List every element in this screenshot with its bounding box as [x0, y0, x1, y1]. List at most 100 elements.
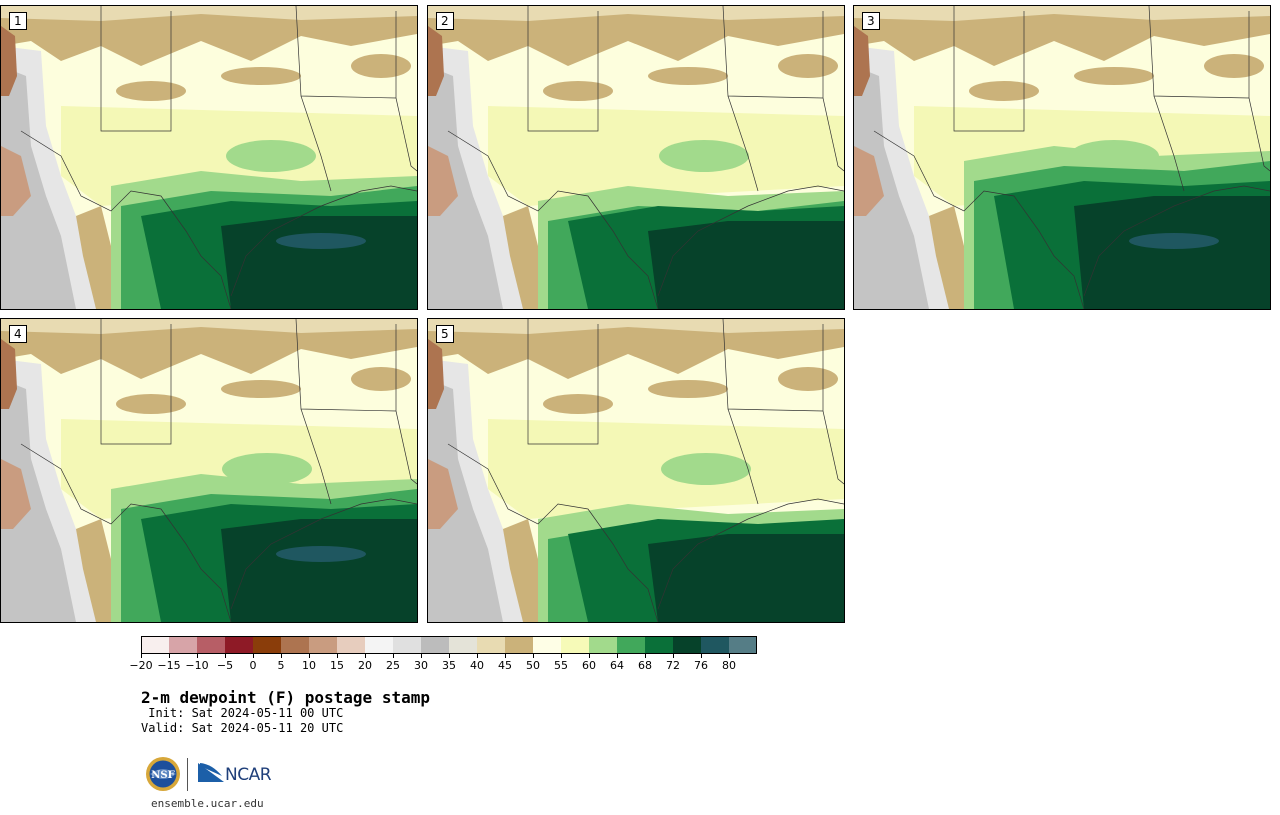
teal-patch — [1129, 233, 1219, 249]
tan-dry-region — [1, 319, 417, 379]
tan-light-region — [854, 6, 1270, 21]
colorbar-swatch — [393, 636, 421, 654]
dewpoint-map-2 — [428, 6, 844, 309]
green-band-4 — [1074, 196, 1270, 309]
tan-light-region — [1, 319, 417, 334]
teal-patch — [276, 546, 366, 562]
tan-dry-region — [428, 6, 844, 66]
colorbar-swatch — [477, 636, 505, 654]
green-band-4 — [648, 221, 844, 309]
colorbar-tick-label: 5 — [277, 659, 285, 672]
dewpoint-map-3 — [854, 6, 1270, 309]
colorbar-tick-label: 15 — [330, 659, 344, 672]
state-border — [395, 410, 417, 485]
state-border — [100, 6, 172, 132]
rose-dry-region — [1, 146, 31, 216]
tan-dry-region — [1, 6, 417, 66]
dewpoint-map-5 — [428, 319, 844, 622]
colorbar-tick-label: 55 — [554, 659, 568, 672]
rose-dry-region — [854, 146, 884, 216]
colorbar-swatch — [729, 636, 757, 654]
colorbar-tick-label: 64 — [610, 659, 624, 672]
tan-patch — [351, 367, 411, 391]
tan-patch — [778, 54, 838, 78]
state-border — [100, 319, 172, 445]
ensemble-url: ensemble.ucar.edu — [151, 797, 264, 810]
tan-patch — [1074, 67, 1154, 85]
state-border — [727, 95, 759, 192]
member-label: 3 — [862, 12, 880, 30]
state-border — [295, 319, 397, 412]
green-patch — [1069, 140, 1159, 172]
member-panel-4: 4 — [0, 318, 418, 623]
coastline — [230, 498, 417, 610]
rose-dry-region — [1, 459, 31, 529]
init-time: Init: Sat 2024-05-11 00 UTC — [141, 706, 344, 720]
gray-terrain-dark — [428, 66, 503, 309]
valid-time: Valid: Sat 2024-05-11 20 UTC — [141, 721, 344, 735]
brown-dry-region — [1, 26, 17, 96]
tan-dry-region — [854, 6, 1270, 66]
ncar-logo-text: NCAR — [225, 765, 272, 785]
colorbar-swatch — [449, 636, 477, 654]
colorbar-swatch — [365, 636, 393, 654]
gray-terrain-dark — [1, 379, 76, 622]
green-band-4 — [221, 519, 417, 622]
tan-patch — [969, 81, 1039, 101]
tan-light-region — [1, 6, 417, 21]
tan-patch — [221, 380, 301, 398]
ncar-logo-mark — [198, 763, 224, 782]
colorbar-swatch — [169, 636, 197, 654]
green-band-4 — [648, 534, 844, 622]
state-border — [300, 95, 332, 192]
state-border — [722, 319, 824, 412]
tan-patch — [116, 81, 186, 101]
colorbar-swatch — [141, 636, 169, 654]
tan-patch — [543, 81, 613, 101]
tan-patch — [648, 67, 728, 85]
green-band-4 — [221, 216, 417, 309]
colorbar-tick-label: 76 — [694, 659, 708, 672]
coastline — [657, 498, 844, 610]
state-border — [527, 6, 599, 132]
country-border — [20, 443, 232, 622]
member-label: 4 — [9, 325, 27, 343]
colorbar-tick-label: 20 — [358, 659, 372, 672]
country-border — [20, 130, 232, 309]
colorbar-swatch — [281, 636, 309, 654]
colorbar-tick-label: 25 — [386, 659, 400, 672]
colorbar-tick-label: 40 — [470, 659, 484, 672]
green-patch — [226, 140, 316, 172]
country-border — [873, 130, 1085, 309]
brown-dry-region — [428, 339, 444, 409]
logo-divider — [187, 758, 188, 791]
colorbar-swatch — [421, 636, 449, 654]
colorbar-tick-label: 0 — [249, 659, 257, 672]
colorbar-tick-label: 50 — [526, 659, 540, 672]
tan-light-region — [428, 6, 844, 21]
colorbar-tick-label: 60 — [582, 659, 596, 672]
state-border — [395, 97, 417, 172]
member-label: 2 — [436, 12, 454, 30]
colorbar-tick-label: 80 — [722, 659, 736, 672]
tan-patch — [351, 54, 411, 78]
dewpoint-map-1 — [1, 6, 417, 309]
tan-patch — [543, 394, 613, 414]
gray-terrain-dark — [428, 379, 503, 622]
coastline — [657, 185, 844, 297]
colorbar — [141, 636, 757, 658]
rose-dry-region — [428, 459, 458, 529]
colorbar-swatch — [673, 636, 701, 654]
colorbar-tick-label: 72 — [666, 659, 680, 672]
colorbar-swatch — [309, 636, 337, 654]
tan-patch — [778, 367, 838, 391]
colorbar-swatch — [225, 636, 253, 654]
colorbar-tick-label: −10 — [185, 659, 209, 672]
dewpoint-map-4 — [1, 319, 417, 622]
state-border — [1153, 95, 1185, 192]
state-border — [822, 410, 844, 485]
colorbar-swatch — [589, 636, 617, 654]
colorbar-swatch — [701, 636, 729, 654]
nsf-logo-text: NSF — [151, 770, 174, 781]
colorbar-swatch — [197, 636, 225, 654]
